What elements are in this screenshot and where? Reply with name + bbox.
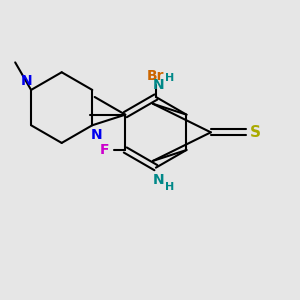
Text: H: H	[165, 73, 174, 83]
Text: S: S	[250, 125, 261, 140]
Text: H: H	[165, 182, 174, 192]
Text: F: F	[99, 143, 109, 157]
Text: N: N	[21, 74, 32, 88]
Text: N: N	[153, 173, 165, 187]
Text: N: N	[153, 78, 165, 92]
Text: Br: Br	[147, 69, 165, 83]
Text: N: N	[91, 128, 103, 142]
